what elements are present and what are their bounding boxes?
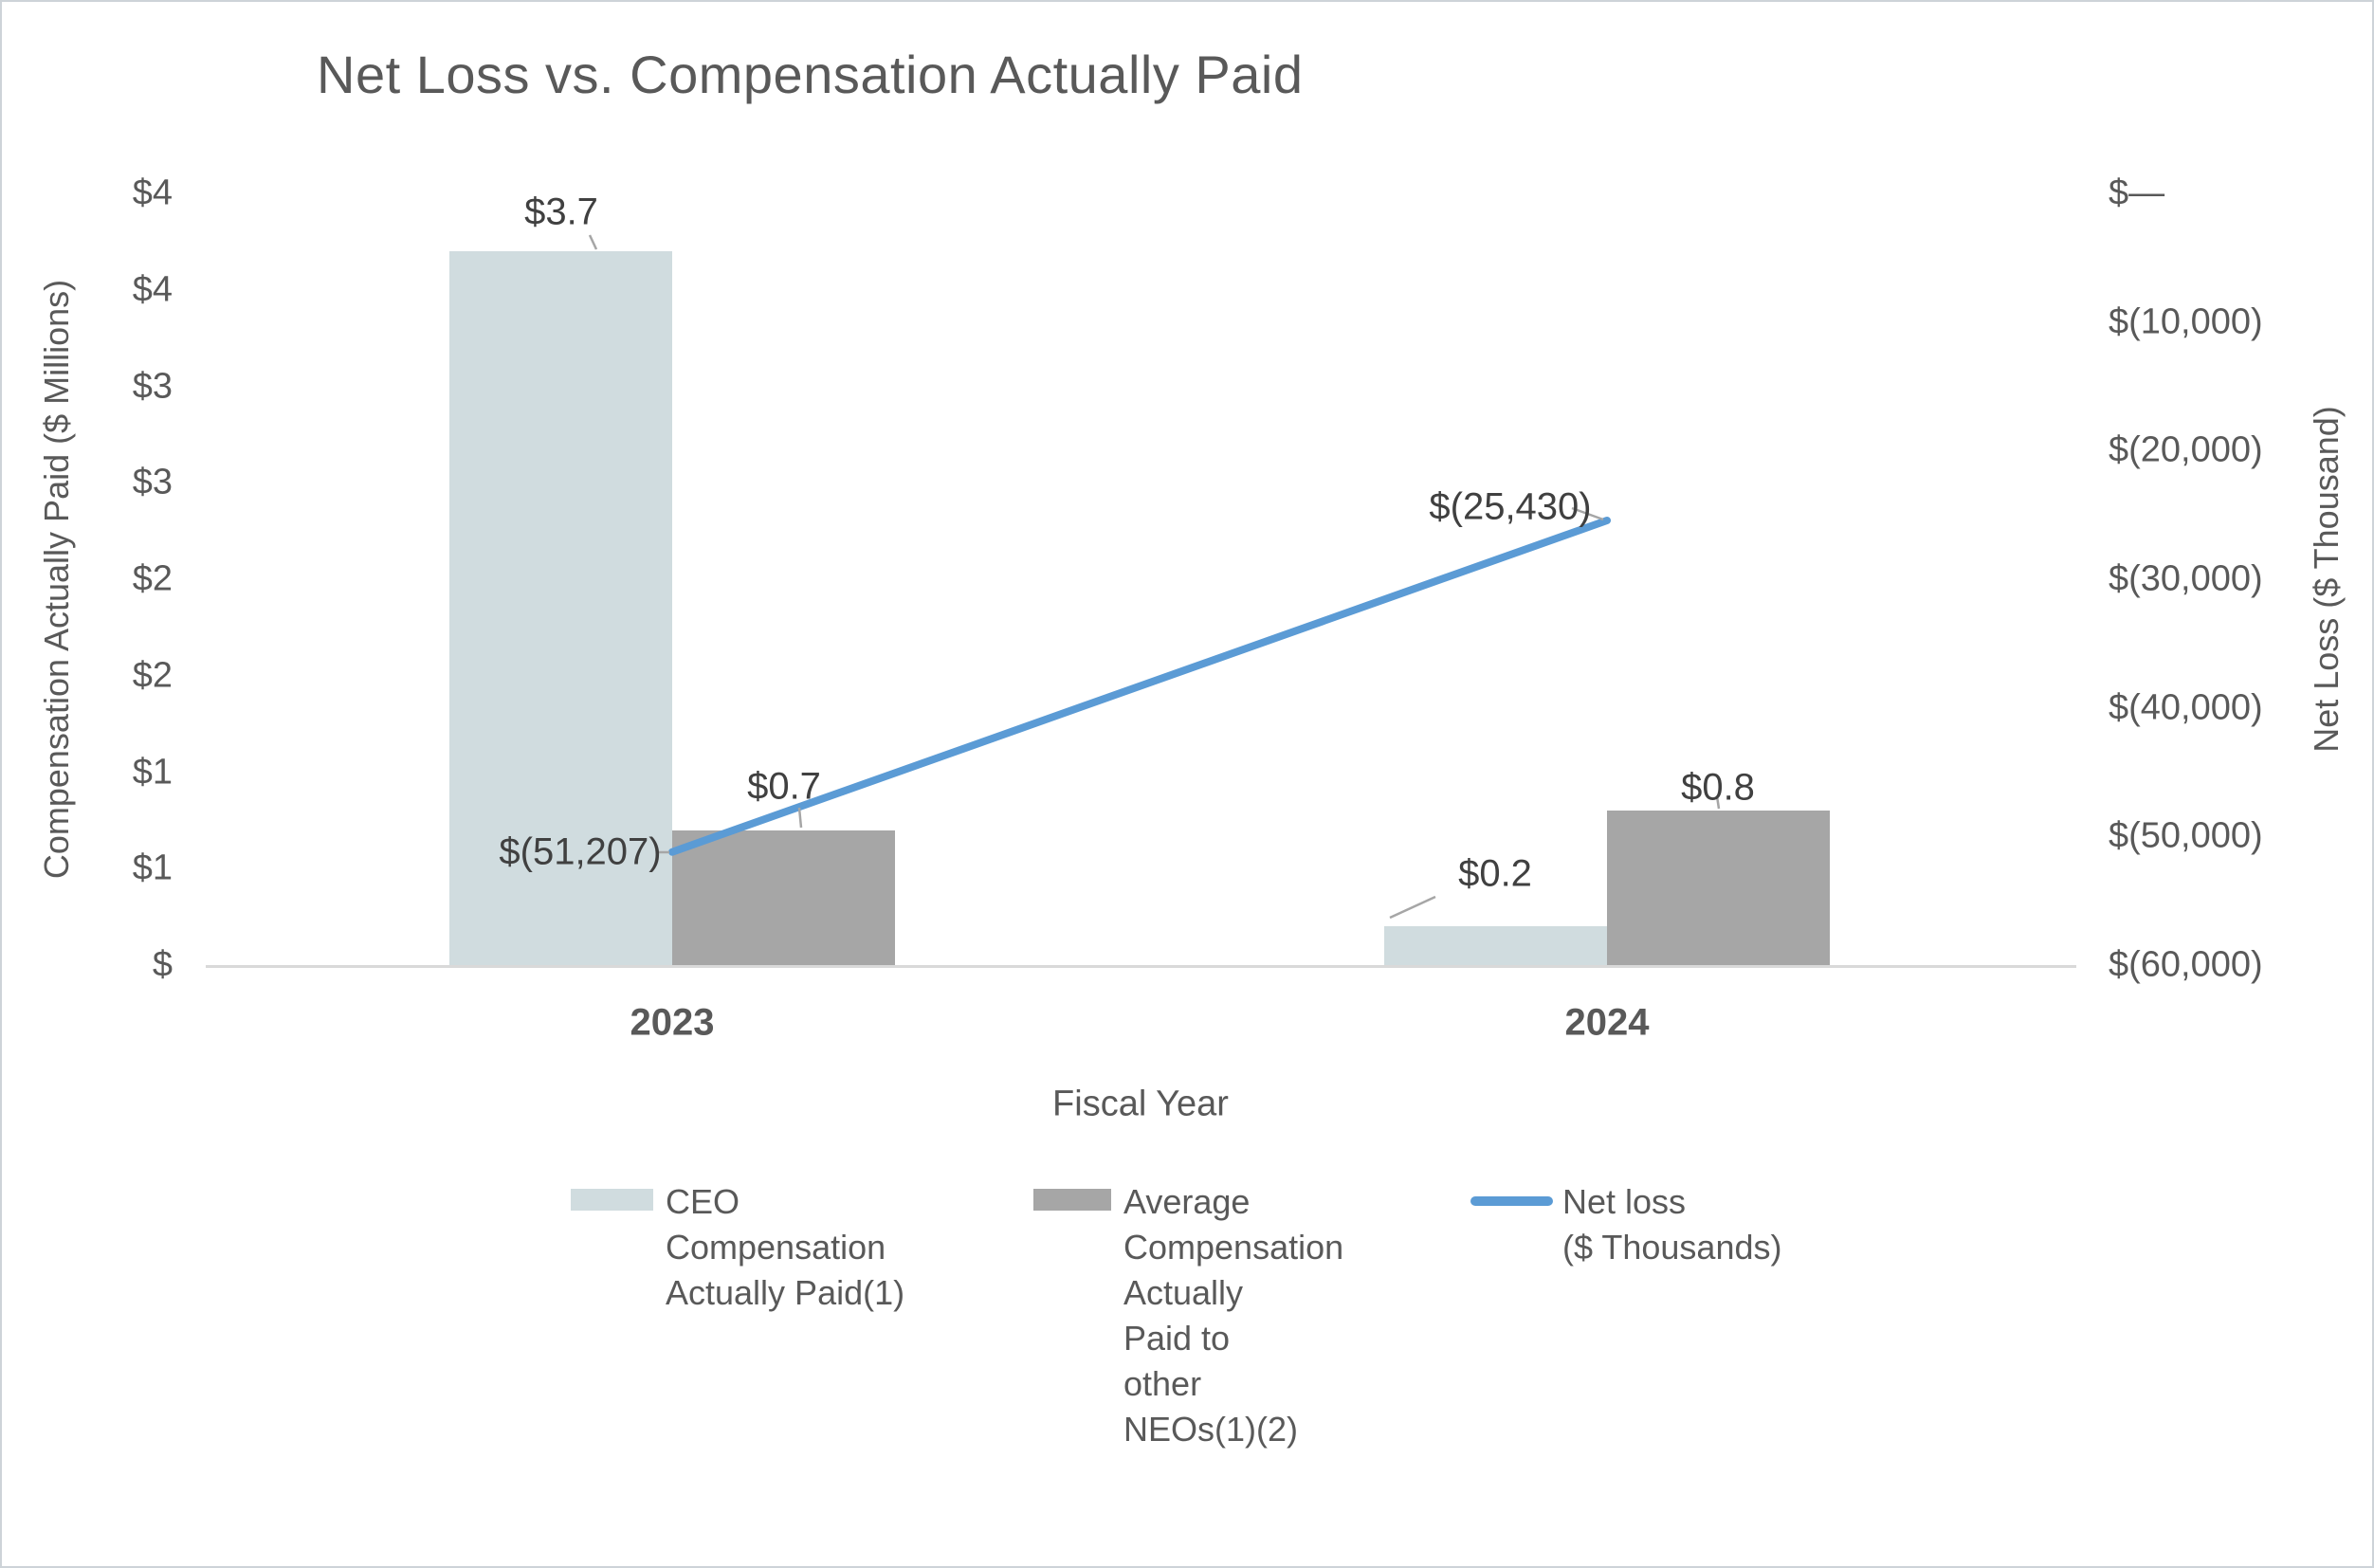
x-category-label-2024: 2024 — [1564, 1001, 1650, 1044]
y-axis-right-tick-label: $— — [2109, 173, 2165, 213]
legend-swatch-neo-compensation — [1033, 1189, 1111, 1211]
y-axis-right-tick-label: $(10,000) — [2109, 301, 2263, 342]
data-label-net-loss-2023: $(51,207) — [499, 830, 662, 873]
y-axis-left-tick-label: $2 — [132, 558, 173, 599]
data-label-2024: $0.2 — [1458, 852, 1532, 895]
y-axis-left-tick-label: $4 — [132, 173, 173, 213]
bar-ceo-2023 — [449, 251, 672, 965]
legend-label-ceo-compensation: CEO Compensation Actually Paid(1) — [666, 1182, 905, 1312]
data-label-2023: $3.7 — [524, 191, 598, 233]
label-leader-line — [1389, 895, 1436, 920]
y-axis-left-tick-label: $1 — [132, 752, 173, 792]
label-leader-line — [797, 807, 803, 829]
legend-label-net-loss: Net loss ($ Thousands) — [1562, 1182, 1782, 1267]
y-axis-left-tick-label: $ — [152, 944, 173, 985]
label-leader-line — [588, 234, 598, 250]
y-axis-left-tick-label: $3 — [132, 462, 173, 502]
y-axis-right-tick-label: $(20,000) — [2109, 429, 2263, 470]
y-axis-right-tick-label: $(40,000) — [2109, 687, 2263, 728]
data-label-2024: $0.8 — [1681, 766, 1755, 809]
y-axis-right-tick-label: $(60,000) — [2109, 944, 2263, 985]
bar-neo-2024 — [1607, 811, 1830, 965]
data-label-net-loss-2024: $(25,430) — [1429, 485, 1592, 528]
x-category-label-2023: 2023 — [630, 1001, 715, 1044]
data-label-2023: $0.7 — [747, 765, 821, 808]
y-axis-right-tick-label: $(50,000) — [2109, 815, 2263, 856]
y-axis-left-tick-label: $3 — [132, 366, 173, 406]
legend-swatch-ceo-compensation — [571, 1189, 653, 1211]
x-axis-line — [206, 965, 2076, 968]
y-axis-left-tick-label: $1 — [132, 848, 173, 888]
y-axis-right-tick-label: $(30,000) — [2109, 558, 2263, 599]
bar-neo-2023 — [672, 830, 895, 965]
bar-ceo-2024 — [1384, 926, 1607, 965]
legend-swatch-net-loss-line — [1470, 1196, 1553, 1206]
chart-title: Net Loss vs. Compensation Actually Paid — [317, 45, 1304, 104]
x-axis-title: Fiscal Year — [1052, 1084, 1229, 1124]
y-axis-right-title: Net Loss ($ Thousand) — [2307, 406, 2346, 753]
y-axis-left-tick-label: $2 — [132, 655, 173, 696]
legend-label-neo-compensation: Average Compensation Actually Paid to ot… — [1123, 1182, 1344, 1449]
y-axis-left-tick-label: $4 — [132, 269, 173, 310]
